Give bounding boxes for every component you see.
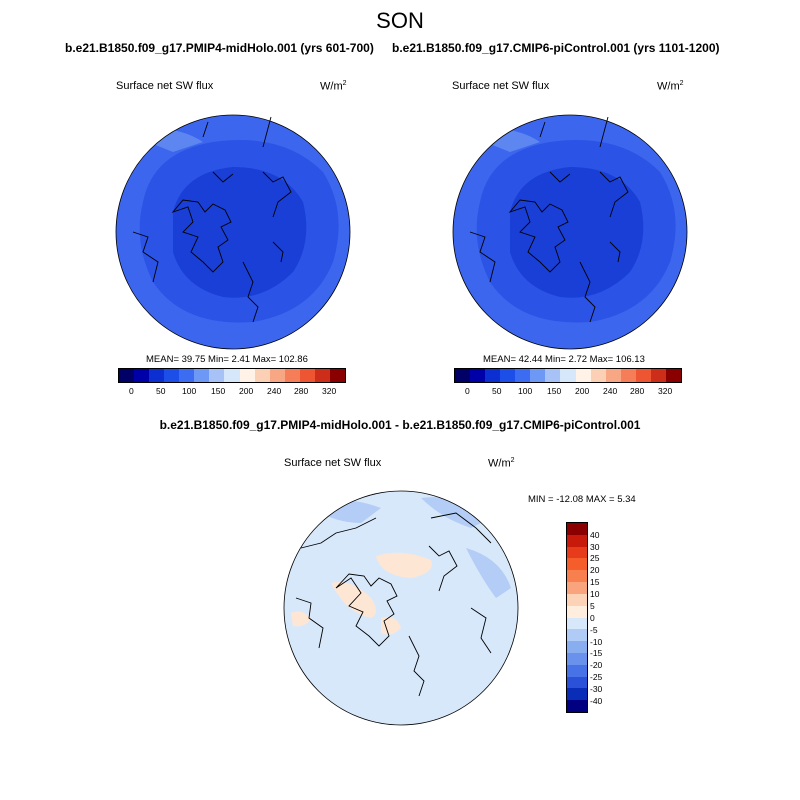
- colorbar-tick: 150: [211, 386, 226, 396]
- colorbar-tick: -30: [590, 684, 603, 694]
- colorbar-tick: 5: [590, 601, 595, 611]
- panel-2-polar-map: [452, 114, 688, 350]
- colorbar-tick: 200: [575, 386, 590, 396]
- map-light-patches: [460, 128, 685, 172]
- colorbar-tick: 25: [590, 553, 600, 563]
- map-border: [283, 490, 519, 726]
- colorbar-tick: 240: [603, 386, 618, 396]
- colorbar-tick: 240: [267, 386, 282, 396]
- colorbar-tick: -40: [590, 696, 603, 706]
- negative-anomaly-patches: [311, 497, 511, 598]
- panel-1-variable-label: Surface net SW flux: [116, 80, 214, 92]
- panel-3-polar-map: [283, 490, 519, 726]
- colorbar-tick: 0: [590, 613, 595, 623]
- panel-3-variable-label: Surface net SW flux: [284, 457, 382, 469]
- coastlines: [295, 512, 492, 697]
- panel-2-colorbar-ticks: 0 50 100 150 200 240 280 320: [454, 386, 682, 398]
- panel-1-title: b.e21.B1850.f09_g17.PMIP4-midHolo.001 (y…: [65, 41, 374, 55]
- colorbar-tick: 100: [518, 386, 533, 396]
- colorbar-tick: 0: [465, 386, 470, 396]
- colorbar-tick: -25: [590, 672, 603, 682]
- colorbar-tick: 50: [156, 386, 166, 396]
- panel-3-colorbar: [566, 522, 588, 713]
- colorbar-tick: 30: [590, 542, 600, 552]
- panel-2-colorbar: [454, 368, 682, 383]
- panel-2-units: W/m2: [657, 80, 684, 93]
- colorbar-tick: -20: [590, 660, 603, 670]
- figure-title: SON: [376, 8, 424, 33]
- map-border: [452, 114, 688, 350]
- colorbar-tick: 280: [630, 386, 645, 396]
- colorbar-tick: 320: [658, 386, 673, 396]
- panel-2-variable-label: Surface net SW flux: [452, 80, 550, 92]
- colorbar-tick: -15: [590, 648, 603, 658]
- map-border: [115, 114, 351, 350]
- panel-3-stats: MIN = -12.08 MAX = 5.34: [528, 494, 636, 505]
- panel-1-units: W/m2: [320, 80, 347, 93]
- colorbar-tick: -5: [590, 625, 598, 635]
- coastlines: [132, 116, 292, 323]
- panel-1-colorbar: [118, 368, 346, 383]
- colorbar-tick: 0: [129, 386, 134, 396]
- colorbar-tick: 150: [547, 386, 562, 396]
- colorbar-tick: -10: [590, 637, 603, 647]
- positive-anomaly-central: [376, 552, 432, 578]
- positive-anomaly-patches: [291, 582, 401, 635]
- panel-3-title: b.e21.B1850.f09_g17.PMIP4-midHolo.001 - …: [159, 418, 641, 432]
- colorbar-tick: 200: [239, 386, 254, 396]
- coastlines: [469, 116, 629, 323]
- panel-2-title: b.e21.B1850.f09_g17.CMIP6-piControl.001 …: [392, 41, 720, 55]
- panel-1-stats: MEAN= 39.75 Min= 2.41 Max= 102.86: [146, 354, 308, 365]
- panel-3-units: W/m2: [488, 457, 515, 470]
- panel-1-polar-map: [115, 114, 351, 350]
- colorbar-tick: 280: [294, 386, 309, 396]
- colorbar-tick: 320: [322, 386, 337, 396]
- panel-1-colorbar-ticks: 0 50 100 150 200 240 280 320: [118, 386, 346, 398]
- map-core-band: [510, 167, 644, 298]
- colorbar-tick: 15: [590, 577, 600, 587]
- map-light-patches: [123, 128, 348, 172]
- colorbar-tick: 50: [492, 386, 502, 396]
- map-background: [284, 491, 518, 725]
- map-core-band: [173, 167, 307, 298]
- colorbar-tick: 10: [590, 589, 600, 599]
- panel-2-stats: MEAN= 42.44 Min= 2.72 Max= 106.13: [483, 354, 645, 365]
- colorbar-tick: 100: [182, 386, 197, 396]
- colorbar-tick: 40: [590, 530, 600, 540]
- panel-3-colorbar-ticks: 40 30 25 20 15 10 5 0 -5 -10 -15 -20 -25…: [590, 530, 620, 710]
- colorbar-tick: 20: [590, 565, 600, 575]
